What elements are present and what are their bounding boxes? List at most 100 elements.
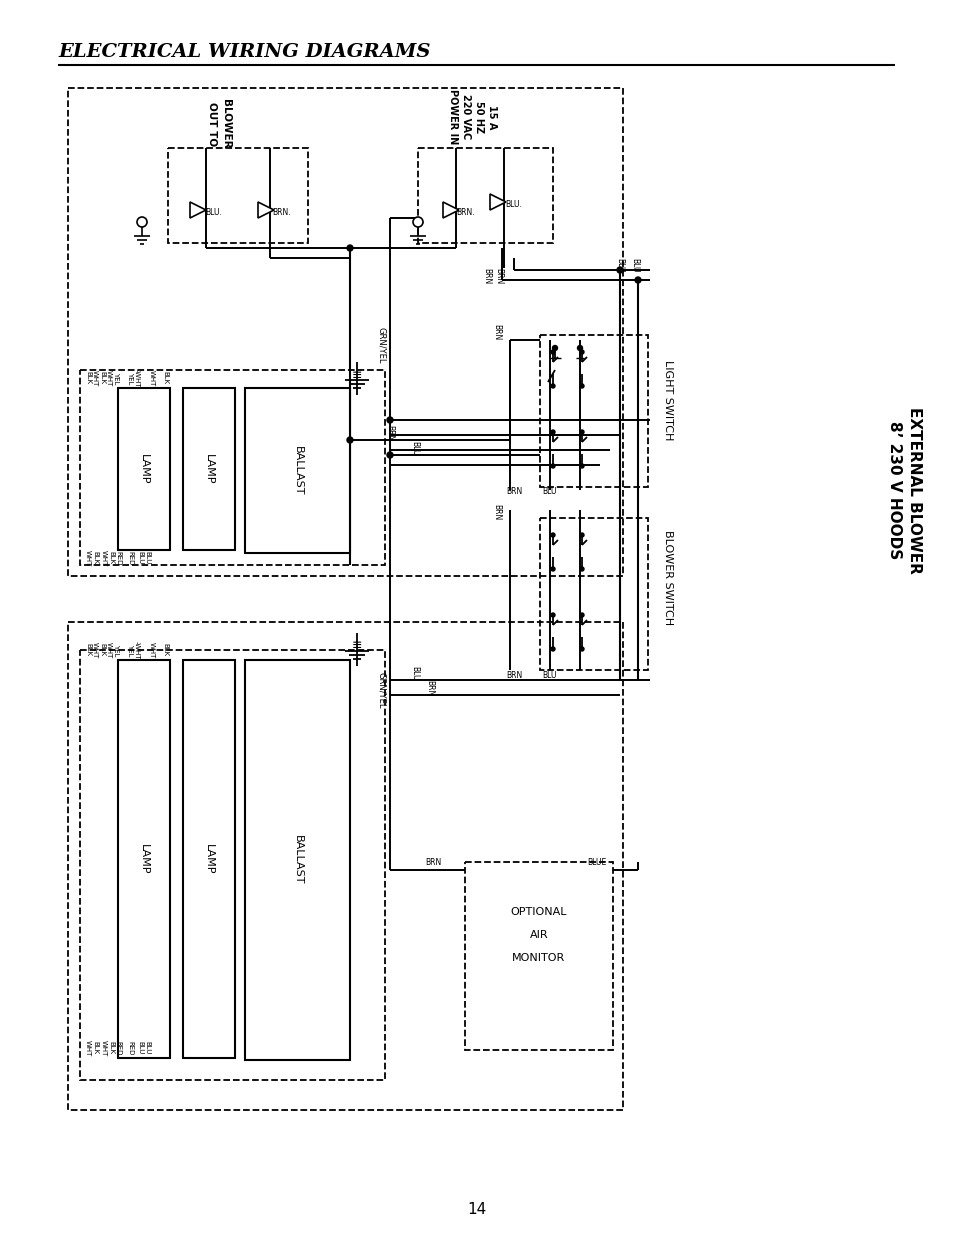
Circle shape bbox=[551, 534, 555, 537]
Text: BLK: BLK bbox=[162, 643, 168, 657]
Circle shape bbox=[551, 567, 555, 571]
Text: BLUE: BLUE bbox=[587, 858, 606, 867]
Text: BLOWER SWITCH: BLOWER SWITCH bbox=[662, 531, 672, 626]
Text: OUT TO: OUT TO bbox=[207, 103, 216, 146]
Text: BLU: BLU bbox=[542, 488, 557, 496]
Text: BLK: BLK bbox=[99, 643, 105, 657]
Circle shape bbox=[551, 464, 555, 468]
Circle shape bbox=[387, 417, 393, 424]
Text: BLU: BLU bbox=[137, 1041, 143, 1055]
Circle shape bbox=[579, 350, 583, 354]
Text: EXTERNAL BLOWER: EXTERNAL BLOWER bbox=[906, 406, 922, 573]
Text: LAMP: LAMP bbox=[204, 844, 213, 874]
Text: BLU: BLU bbox=[144, 1041, 150, 1055]
Circle shape bbox=[347, 437, 353, 443]
Text: BLU: BLU bbox=[144, 551, 150, 564]
Text: BRN: BRN bbox=[505, 672, 521, 680]
Bar bbox=[68, 622, 622, 1110]
Text: BLU: BLU bbox=[137, 551, 143, 564]
Bar bbox=[539, 335, 647, 487]
Bar bbox=[183, 388, 234, 550]
Text: BRN: BRN bbox=[425, 680, 434, 697]
Circle shape bbox=[551, 613, 555, 618]
Polygon shape bbox=[190, 203, 206, 219]
Bar bbox=[68, 88, 622, 576]
Text: 220 VAC: 220 VAC bbox=[460, 94, 471, 140]
Text: BRN: BRN bbox=[424, 858, 441, 867]
Circle shape bbox=[137, 217, 147, 227]
Text: BRN: BRN bbox=[492, 324, 501, 340]
Bar bbox=[118, 659, 170, 1058]
Text: -WHT: -WHT bbox=[133, 641, 140, 659]
Bar bbox=[80, 650, 385, 1079]
Circle shape bbox=[617, 267, 622, 273]
Text: WHT: WHT bbox=[101, 1040, 107, 1056]
Circle shape bbox=[579, 647, 583, 651]
Text: 8’ 230 V HOODS: 8’ 230 V HOODS bbox=[886, 421, 902, 559]
Text: BLK: BLK bbox=[85, 643, 91, 657]
Circle shape bbox=[579, 567, 583, 571]
Text: WHT: WHT bbox=[149, 369, 154, 387]
Bar bbox=[245, 388, 350, 553]
Text: BRN: BRN bbox=[494, 268, 503, 284]
Bar bbox=[464, 862, 613, 1050]
Bar bbox=[417, 148, 553, 243]
Text: BLU: BLU bbox=[542, 672, 557, 680]
Text: WHT: WHT bbox=[106, 369, 112, 387]
Text: WHT: WHT bbox=[85, 1040, 91, 1056]
Text: BRN.: BRN. bbox=[456, 207, 475, 216]
Circle shape bbox=[579, 384, 583, 388]
Text: RED: RED bbox=[127, 551, 132, 566]
Polygon shape bbox=[490, 194, 505, 210]
Circle shape bbox=[579, 430, 583, 433]
Text: RED: RED bbox=[127, 1041, 132, 1055]
Text: LAMP: LAMP bbox=[139, 453, 149, 484]
Text: BLK: BLK bbox=[108, 1041, 113, 1055]
Text: WHT: WHT bbox=[85, 550, 91, 566]
Circle shape bbox=[579, 534, 583, 537]
Text: LIGHT SWITCH: LIGHT SWITCH bbox=[662, 359, 672, 440]
Text: 15 A: 15 A bbox=[486, 105, 497, 130]
Text: YEL: YEL bbox=[112, 372, 119, 384]
Text: BLU: BLU bbox=[630, 258, 639, 272]
Text: ELECTRICAL WIRING DIAGRAMS: ELECTRICAL WIRING DIAGRAMS bbox=[58, 43, 430, 61]
Bar bbox=[183, 659, 234, 1058]
Text: BLU.: BLU. bbox=[205, 207, 222, 216]
Text: GRN/YEL: GRN/YEL bbox=[377, 327, 386, 363]
Text: BLU: BLU bbox=[410, 666, 419, 680]
Text: BRN: BRN bbox=[482, 268, 491, 284]
Circle shape bbox=[551, 647, 555, 651]
Text: BALLAST: BALLAST bbox=[293, 835, 303, 884]
Text: WHT: WHT bbox=[149, 642, 154, 658]
Text: YEL: YEL bbox=[127, 643, 132, 656]
Text: WHT: WHT bbox=[91, 642, 98, 658]
Text: 50 HZ: 50 HZ bbox=[474, 101, 483, 133]
Text: POWER IN: POWER IN bbox=[448, 89, 457, 144]
Text: 14: 14 bbox=[467, 1203, 486, 1218]
Text: WHT: WHT bbox=[91, 369, 98, 387]
Text: MONITOR: MONITOR bbox=[512, 953, 565, 963]
Circle shape bbox=[387, 452, 393, 458]
Text: BLOWER: BLOWER bbox=[221, 99, 231, 148]
Text: BRN: BRN bbox=[492, 504, 501, 520]
Text: GRN/YEL: GRN/YEL bbox=[377, 672, 386, 708]
Text: WHT: WHT bbox=[106, 642, 112, 658]
Circle shape bbox=[551, 430, 555, 433]
Circle shape bbox=[552, 346, 557, 351]
Text: BLU: BLU bbox=[615, 258, 624, 272]
Text: BLU: BLU bbox=[410, 441, 419, 456]
Bar bbox=[80, 370, 385, 564]
Text: OPTIONAL: OPTIONAL bbox=[510, 906, 567, 918]
Text: BLK: BLK bbox=[108, 552, 113, 564]
Bar bbox=[539, 517, 647, 671]
Circle shape bbox=[577, 346, 582, 351]
Text: RED: RED bbox=[115, 551, 121, 566]
Text: BALLAST: BALLAST bbox=[293, 446, 303, 495]
Text: BRN: BRN bbox=[385, 425, 395, 441]
Text: YEL: YEL bbox=[127, 372, 132, 384]
Text: BLK: BLK bbox=[99, 372, 105, 384]
Polygon shape bbox=[442, 203, 458, 219]
Text: BRN: BRN bbox=[505, 488, 521, 496]
Text: YEL: YEL bbox=[112, 643, 119, 656]
Text: RED: RED bbox=[115, 1041, 121, 1055]
